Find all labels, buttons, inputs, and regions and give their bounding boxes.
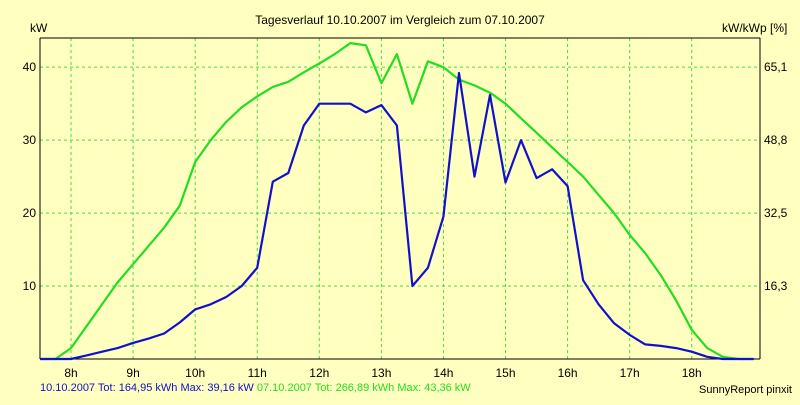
y-tick-label-right: 16,3 <box>764 279 788 293</box>
chart-credit: SunnyReport pinxit <box>699 384 792 396</box>
x-tick-label: 18h <box>682 366 702 380</box>
y-tick-label-left: 10 <box>23 279 37 293</box>
x-tick-label: 10h <box>185 366 205 380</box>
footer-series2-summary: 07.10.2007 Tot: 266,89 kWh Max: 43,36 kW <box>256 382 471 394</box>
x-tick-label: 16h <box>558 366 578 380</box>
y-tick-label-right: 32,5 <box>764 206 788 220</box>
y-tick-label-left: 20 <box>23 206 37 220</box>
footer-series1-summary: 10.10.2007 Tot: 164,95 kWh Max: 39,16 kW <box>40 382 254 394</box>
series-line-blue <box>40 71 754 361</box>
y-tick-label-right: 65,1 <box>764 60 788 74</box>
x-tick-label: 11h <box>248 366 267 380</box>
chart-title: Tagesverlauf 10.10.2007 im Vergleich zum… <box>255 13 545 27</box>
x-tick-label: 13h <box>371 366 391 380</box>
y-tick-label-left: 40 <box>23 60 37 74</box>
y-axis-label-right: kW/kWp [%] <box>722 21 787 35</box>
x-tick-label: 8h <box>64 366 77 380</box>
y-tick-label-left: 30 <box>23 133 37 147</box>
x-tick-label: 12h <box>309 366 329 380</box>
x-tick-label: 14h <box>433 366 453 380</box>
x-tick-label: 17h <box>620 366 640 380</box>
x-tick-label: 15h <box>496 366 516 380</box>
y-tick-label-right: 48,8 <box>764 133 788 147</box>
series-group <box>40 41 754 361</box>
x-tick-label: 9h <box>126 366 139 380</box>
series-line-green <box>40 41 754 361</box>
axes: 10 20 30 40 16,3 32,5 48,8 65,1 8h 9h 10h 11h 12h 13h… <box>23 37 788 380</box>
y-axis-label-left: kW <box>30 21 48 35</box>
chart-footer: 10.10.2007 Tot: 164,95 kWh Max: 39,16 kW… <box>40 382 471 394</box>
